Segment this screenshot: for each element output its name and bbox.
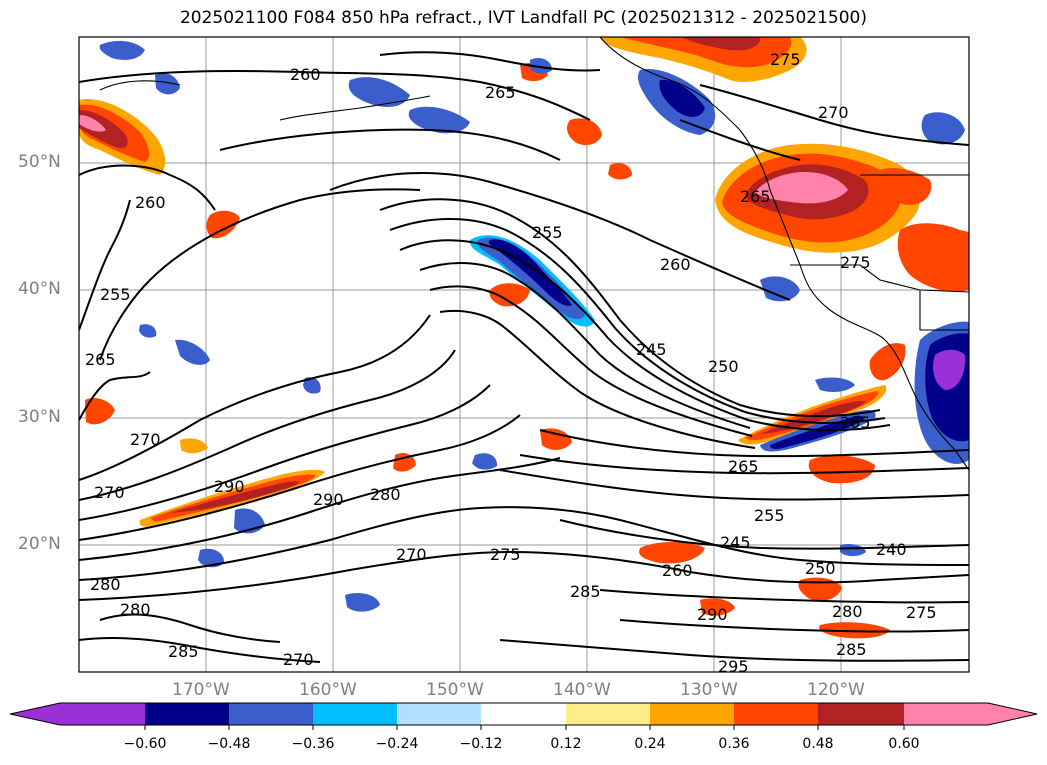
contour-label: 285 xyxy=(570,582,601,601)
colorbar-tick-label: −0.60 xyxy=(123,736,167,752)
contour-label: 275 xyxy=(906,603,937,622)
contour-label: 290 xyxy=(697,605,728,624)
contour-label: 270 xyxy=(94,483,125,502)
lat-label-30n: 30°N xyxy=(18,407,61,427)
contour-label: 265 xyxy=(840,413,871,432)
contour-label: 260 xyxy=(135,193,166,212)
colorbar-tick-label: 0.48 xyxy=(802,736,834,752)
colorbar-tick-label: 0.36 xyxy=(718,736,750,752)
colorbar-outline xyxy=(9,702,1038,726)
contour-label: 250 xyxy=(805,559,836,578)
colorbar-segment xyxy=(481,703,566,725)
lon-label-120w: 120°W xyxy=(807,680,865,700)
contour-label: 240 xyxy=(876,540,907,559)
map-border xyxy=(78,36,970,673)
lat-label-50n: 50°N xyxy=(18,152,61,172)
contour-label: 290 xyxy=(313,490,344,509)
lat-label-20n: 20°N xyxy=(18,534,61,554)
coastlines xyxy=(99,37,969,471)
map-content: 260 265 270 275 255 260 250 245 255 265 … xyxy=(79,37,969,676)
contour-label: 265 xyxy=(485,83,516,102)
colorbar-segment xyxy=(313,703,397,725)
colorbar-segment xyxy=(904,703,988,725)
contour-label: 270 xyxy=(130,430,161,449)
contour-label: 270 xyxy=(396,545,427,564)
colorbar-tick-label: 0.60 xyxy=(888,736,920,752)
contour-label: 270 xyxy=(283,650,314,669)
colorbar-tick-label: −0.24 xyxy=(375,736,419,752)
colorbar-tick-label: 0.12 xyxy=(550,736,582,752)
contour-label: 275 xyxy=(770,50,801,69)
colorbar-segment xyxy=(145,703,229,725)
lon-label-160w: 160°W xyxy=(299,680,357,700)
colorbar-segment xyxy=(566,703,650,725)
contour-label: 265 xyxy=(85,350,116,369)
contour-label: 280 xyxy=(832,602,863,621)
contour-label: 285 xyxy=(168,642,199,661)
contour-label: 275 xyxy=(840,253,871,272)
colorbar-segment xyxy=(650,703,734,725)
colorbar-extend-low xyxy=(10,703,60,725)
positive-anomaly-fills xyxy=(79,37,969,639)
contour-label: 285 xyxy=(836,640,867,659)
colorbar xyxy=(9,702,1038,730)
contour-label: 260 xyxy=(660,255,691,274)
colorbar-segment xyxy=(818,703,904,725)
contour-label: 260 xyxy=(290,65,321,84)
contour-label: 270 xyxy=(818,103,849,122)
colorbar-tick-label: 0.24 xyxy=(634,736,666,752)
contour-label: 275 xyxy=(490,545,521,564)
lon-label-150w: 150°W xyxy=(426,680,484,700)
contour-label: 245 xyxy=(720,533,751,552)
lon-label-140w: 140°W xyxy=(553,680,611,700)
contour-labels: 260 265 270 275 255 260 250 245 255 265 … xyxy=(85,50,937,676)
colorbar-tick-label: −0.48 xyxy=(207,736,251,752)
lon-label-130w: 130°W xyxy=(680,680,738,700)
colorbar-segment xyxy=(60,703,145,725)
colorbar-segment xyxy=(229,703,313,725)
contour-label: 255 xyxy=(100,285,131,304)
contour-label: 280 xyxy=(370,485,401,504)
contour-label: 260 xyxy=(662,561,693,580)
colorbar-extend-high xyxy=(988,703,1037,725)
lon-label-170w: 170°W xyxy=(172,680,230,700)
colorbar-segment xyxy=(397,703,481,725)
contour-label: 290 xyxy=(214,477,245,496)
contour-label: 265 xyxy=(728,457,759,476)
map-frame-bg xyxy=(79,37,969,672)
contour-label: 280 xyxy=(120,600,151,619)
contour-label: 255 xyxy=(532,223,563,242)
contour-label: 265 xyxy=(740,187,771,206)
map-title: 2025021100 F084 850 hPa refract., IVT La… xyxy=(179,8,867,28)
contour-label: 280 xyxy=(90,575,121,594)
contour-label: 255 xyxy=(754,506,785,525)
contour-label: 245 xyxy=(636,340,667,359)
lat-label-40n: 40°N xyxy=(18,279,61,299)
contour-lines xyxy=(79,51,969,663)
colorbar-segment xyxy=(734,703,818,725)
contour-label: 295 xyxy=(718,657,749,676)
colorbar-tick-label: −0.12 xyxy=(459,736,503,752)
colorbar-tick-label: −0.36 xyxy=(291,736,335,752)
contour-label: 250 xyxy=(708,357,739,376)
